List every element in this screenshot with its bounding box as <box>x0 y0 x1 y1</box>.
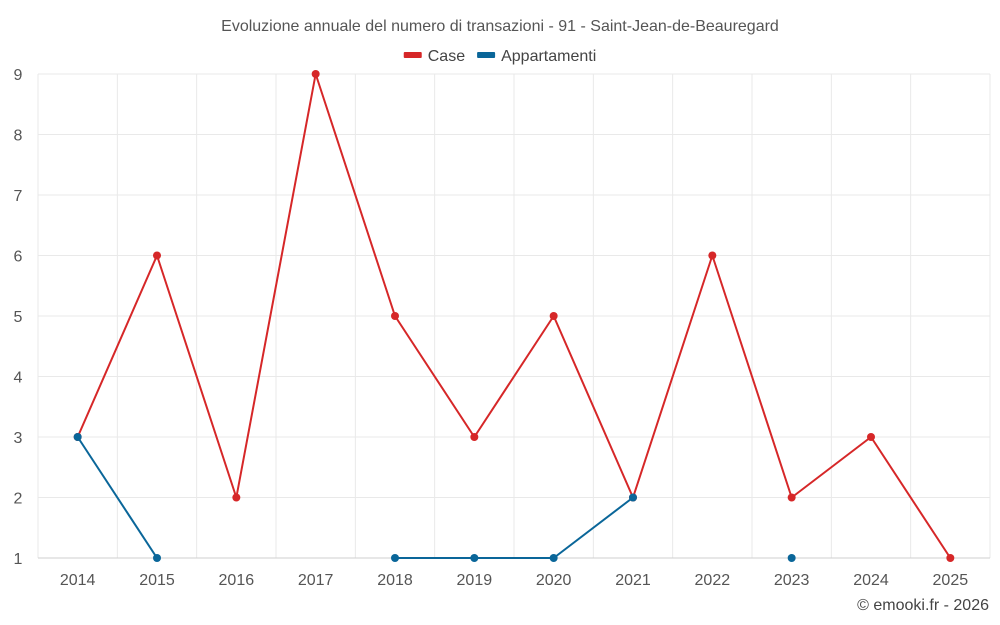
y-tick-label: 9 <box>14 67 23 84</box>
series-line <box>395 496 634 559</box>
data-point[interactable] <box>867 433 875 441</box>
data-point[interactable] <box>73 433 82 441</box>
data-point[interactable] <box>708 251 717 260</box>
data-point[interactable] <box>153 251 161 260</box>
y-tick-label: 7 <box>14 188 23 205</box>
series-layer <box>73 70 955 562</box>
data-point[interactable] <box>787 554 796 562</box>
x-tick-label: 2020 <box>536 572 572 589</box>
data-point[interactable] <box>549 312 558 320</box>
series-appartamenti <box>73 433 796 562</box>
data-point[interactable] <box>153 554 161 562</box>
axes: 1 2 3 4 5 6 7 8 9 2014 2015 2016 2017 2018 2019 2020 202… <box>14 67 990 589</box>
gridlines <box>37 73 991 559</box>
data-point[interactable] <box>470 554 479 562</box>
legend-label: Case <box>428 48 465 65</box>
legend-label: Appartamenti <box>501 48 596 65</box>
chart-title: Evoluzione annuale del numero di transaz… <box>221 18 779 35</box>
y-tick-label: 1 <box>14 551 23 568</box>
x-tick-label: 2022 <box>695 572 731 589</box>
y-tick-label: 6 <box>14 249 23 266</box>
data-point[interactable] <box>629 493 637 502</box>
legend: Case Appartamenti <box>403 48 596 65</box>
data-point[interactable] <box>311 70 320 78</box>
data-point[interactable] <box>787 493 796 502</box>
y-tick-label: 8 <box>14 128 23 145</box>
y-tick-label: 5 <box>14 309 23 326</box>
legend-swatch[interactable] <box>403 52 422 58</box>
x-tick-label: 2024 <box>853 572 889 589</box>
x-tick-label: 2025 <box>933 572 969 589</box>
data-point[interactable] <box>232 493 241 502</box>
data-point[interactable] <box>549 554 558 562</box>
series-line <box>76 73 952 559</box>
x-tick-label: 2023 <box>774 572 810 589</box>
x-tick-label: 2015 <box>139 572 175 589</box>
x-tick-label: 2016 <box>219 572 255 589</box>
x-tick-label: 2018 <box>377 572 413 589</box>
x-tick-label: 2019 <box>457 572 493 589</box>
series-line <box>76 436 158 559</box>
x-tick-label: 2014 <box>60 572 96 589</box>
credit-text: © emooki.fr - 2026 <box>857 597 989 614</box>
data-point[interactable] <box>946 554 955 562</box>
y-tick-label: 2 <box>14 491 23 508</box>
y-tick-label: 4 <box>14 370 23 387</box>
legend-swatch[interactable] <box>477 52 496 58</box>
x-tick-label: 2021 <box>615 572 651 589</box>
y-tick-label: 3 <box>14 430 23 447</box>
data-point[interactable] <box>391 312 399 320</box>
x-tick-label: 2017 <box>298 572 334 589</box>
data-point[interactable] <box>391 554 399 562</box>
data-point[interactable] <box>470 433 479 441</box>
